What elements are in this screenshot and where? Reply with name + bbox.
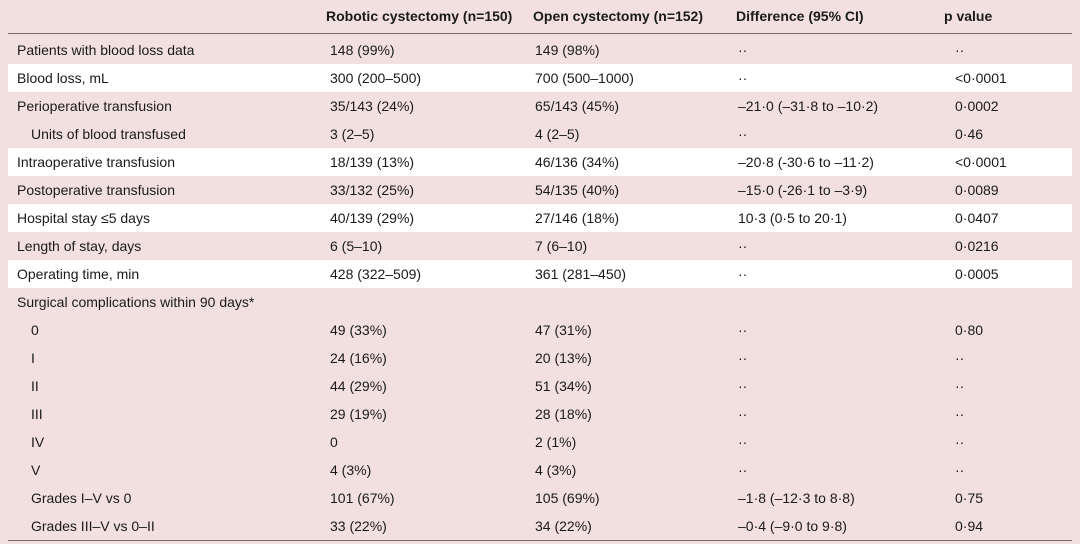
cell: 65/143 (45%) bbox=[535, 98, 620, 114]
cell: ·· bbox=[955, 462, 965, 478]
cell: 49 (33%) bbox=[330, 322, 387, 338]
cell: <0·0001 bbox=[955, 154, 1007, 170]
cell: 20 (13%) bbox=[535, 350, 592, 366]
row-label: Surgical complications within 90 days* bbox=[17, 294, 255, 310]
row-band bbox=[8, 204, 1072, 232]
cell: 10·3 (0·5 to 20·1) bbox=[738, 210, 847, 226]
cell: ·· bbox=[738, 266, 748, 282]
cell: 27/146 (18%) bbox=[535, 210, 620, 226]
cell: 18/139 (13%) bbox=[330, 154, 415, 170]
column-header: Open cystectomy (n=152) bbox=[533, 8, 704, 24]
cell: 361 (281–450) bbox=[535, 266, 627, 282]
row-label: Grades III–V vs 0–II bbox=[31, 518, 155, 534]
cell: ·· bbox=[738, 70, 748, 86]
column-header: Difference (95% CI) bbox=[736, 8, 864, 24]
cell: –15·0 (-26·1 to –3·9) bbox=[738, 182, 868, 198]
row-band bbox=[8, 260, 1072, 288]
cell: ·· bbox=[738, 322, 748, 338]
cell: ·· bbox=[738, 126, 748, 142]
cell: 44 (29%) bbox=[330, 378, 387, 394]
row-label: IV bbox=[31, 434, 45, 450]
cell: ·· bbox=[955, 434, 965, 450]
cell: –1·8 (–12·3 to 8·8) bbox=[738, 490, 855, 506]
bottom-rule bbox=[8, 540, 1072, 541]
cell: 7 (6–10) bbox=[535, 238, 588, 254]
cell: 0·0005 bbox=[955, 266, 999, 282]
cell: ·· bbox=[738, 462, 748, 478]
cell: –0·4 (–9·0 to 9·8) bbox=[738, 518, 847, 534]
row-label: I bbox=[31, 350, 35, 366]
cell: 0·0216 bbox=[955, 238, 999, 254]
column-header: Robotic cystectomy (n=150) bbox=[326, 8, 513, 24]
cell: 300 (200–500) bbox=[330, 70, 422, 86]
cell: 0·0002 bbox=[955, 98, 999, 114]
cell: 0·94 bbox=[955, 518, 984, 534]
cell: 700 (500–1000) bbox=[535, 70, 634, 86]
cell: 428 (322–509) bbox=[330, 266, 422, 282]
cell: 4 (3%) bbox=[535, 462, 577, 478]
cell: <0·0001 bbox=[955, 70, 1007, 86]
row-label: Units of blood transfused bbox=[31, 126, 186, 142]
cell: 149 (98%) bbox=[535, 42, 600, 58]
cell: 148 (99%) bbox=[330, 42, 395, 58]
cell: –20·8 (-30·6 to –11·2) bbox=[738, 154, 874, 170]
cell: 2 (1%) bbox=[535, 434, 577, 450]
row-label: Perioperative transfusion bbox=[17, 98, 172, 114]
cell: ·· bbox=[955, 406, 965, 422]
row-label: II bbox=[31, 378, 39, 394]
row-label: Patients with blood loss data bbox=[17, 42, 195, 58]
cell: ·· bbox=[955, 350, 965, 366]
row-label: Blood loss, mL bbox=[17, 70, 109, 86]
cell: 0·0089 bbox=[955, 182, 999, 198]
cell: ·· bbox=[738, 434, 748, 450]
cell: 0·80 bbox=[955, 322, 984, 338]
row-label: V bbox=[31, 462, 41, 478]
cell: ·· bbox=[955, 42, 965, 58]
cell: 105 (69%) bbox=[535, 490, 600, 506]
cell: 4 (3%) bbox=[330, 462, 372, 478]
cell: 3 (2–5) bbox=[330, 126, 375, 142]
cell: 40/139 (29%) bbox=[330, 210, 415, 226]
cell: 4 (2–5) bbox=[535, 126, 580, 142]
row-label: Length of stay, days bbox=[17, 238, 142, 254]
cell: 6 (5–10) bbox=[330, 238, 383, 254]
row-label: Operating time, min bbox=[17, 266, 140, 282]
row-label: Postoperative transfusion bbox=[17, 182, 175, 198]
cell: ·· bbox=[738, 238, 748, 254]
cell: 0 bbox=[330, 434, 338, 450]
row-band bbox=[8, 148, 1072, 176]
cell: 0·46 bbox=[955, 126, 984, 142]
cell: 29 (19%) bbox=[330, 406, 387, 422]
cell: 34 (22%) bbox=[535, 518, 592, 534]
cell: 101 (67%) bbox=[330, 490, 395, 506]
header-rule bbox=[8, 33, 1072, 34]
cell: 54/135 (40%) bbox=[535, 182, 620, 198]
cell: ·· bbox=[738, 350, 748, 366]
cell: 47 (31%) bbox=[535, 322, 592, 338]
cell: 51 (34%) bbox=[535, 378, 592, 394]
row-label: III bbox=[31, 406, 43, 422]
cell: ·· bbox=[738, 42, 748, 58]
row-label: Grades I–V vs 0 bbox=[31, 490, 132, 506]
column-header: p value bbox=[944, 8, 993, 24]
cell: ·· bbox=[738, 406, 748, 422]
row-band bbox=[8, 64, 1072, 92]
row-label: Intraoperative transfusion bbox=[17, 154, 175, 170]
row-label: 0 bbox=[31, 322, 39, 338]
cell: ·· bbox=[738, 378, 748, 394]
cell: 46/136 (34%) bbox=[535, 154, 620, 170]
cell: 35/143 (24%) bbox=[330, 98, 415, 114]
cell: 24 (16%) bbox=[330, 350, 387, 366]
cell: –21·0 (–31·8 to –10·2) bbox=[738, 98, 879, 114]
row-label: Hospital stay ≤5 days bbox=[17, 210, 150, 226]
cell: 0·0407 bbox=[955, 210, 999, 226]
cell: ·· bbox=[955, 378, 965, 394]
cell: 33/132 (25%) bbox=[330, 182, 415, 198]
cell: 0·75 bbox=[955, 490, 984, 506]
cell: 28 (18%) bbox=[535, 406, 592, 422]
cell: 33 (22%) bbox=[330, 518, 387, 534]
